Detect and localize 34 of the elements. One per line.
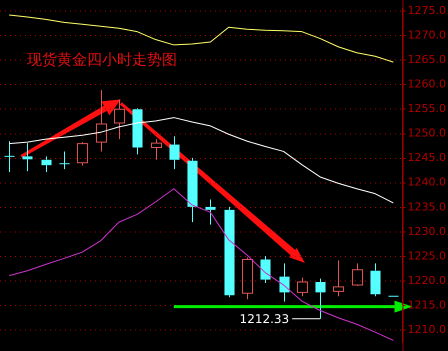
candlestick — [296, 277, 308, 297]
candlestick — [114, 98, 126, 140]
y-tick-label: 1270.0 — [408, 28, 446, 42]
annotation: 1212.33 — [240, 312, 290, 326]
y-tick-label: 1275.0 — [408, 4, 446, 17]
candlestick — [315, 278, 326, 320]
y-tick-label: 1235.0 — [408, 200, 446, 214]
candlestick — [260, 256, 271, 284]
y-tick-label: 1240.0 — [408, 176, 446, 189]
y-tick-label: 1210.0 — [408, 322, 446, 336]
y-tick-label: 1255.0 — [408, 102, 446, 116]
candlestick — [150, 138, 162, 160]
candlestick — [279, 262, 290, 302]
y-tick-label: 1220.0 — [408, 274, 446, 287]
candlestick — [205, 199, 216, 226]
candlestick — [169, 136, 180, 170]
text: 现货黄金四小时走势图 — [27, 50, 177, 68]
candlestick — [370, 262, 381, 297]
y-tick-label: 1260.0 — [408, 78, 446, 91]
candlestick — [187, 157, 198, 223]
candlestick — [132, 108, 143, 155]
candlestick — [332, 260, 344, 297]
y-tick-label: 1215.0 — [408, 298, 446, 312]
candlestick — [4, 140, 16, 173]
y-tick-label: 1230.0 — [408, 224, 446, 238]
candlestick — [41, 156, 52, 173]
y-tick-label: 1225.0 — [408, 249, 446, 262]
candlestick — [96, 90, 108, 152]
candlestick — [58, 150, 70, 170]
candlestick — [22, 142, 33, 172]
y-tick-label: 1245.0 — [408, 151, 446, 164]
y-tick-label: 1265.0 — [408, 53, 446, 66]
y-tick-label: 1250.0 — [408, 126, 446, 140]
candlestick — [224, 206, 235, 298]
